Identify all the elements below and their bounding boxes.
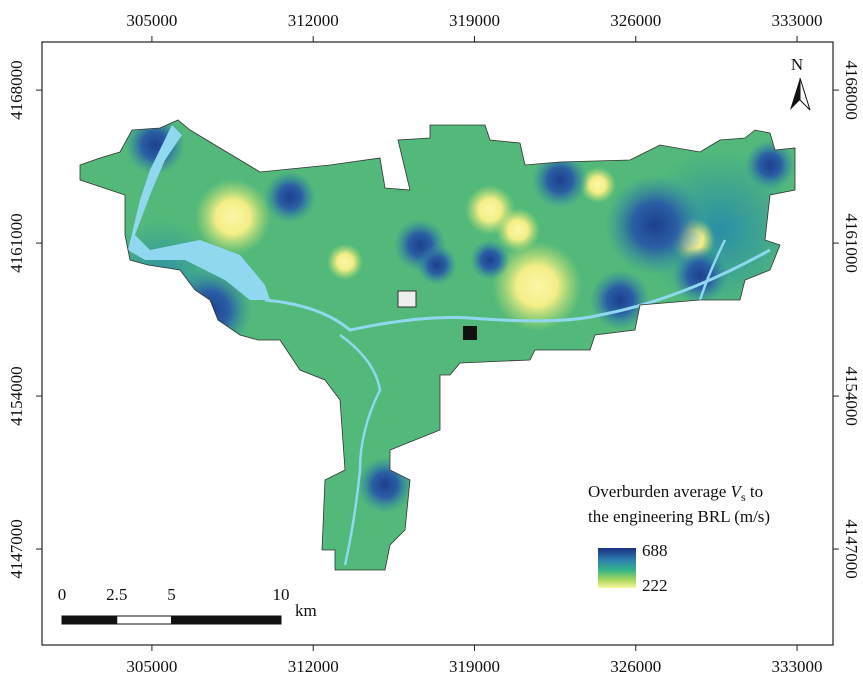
y-tick-label-left: 4168000 xyxy=(7,60,26,120)
legend-title-line2: the engineering BRL (m/s) xyxy=(588,507,770,526)
north-label: N xyxy=(791,55,803,74)
scale-label: 2.5 xyxy=(106,585,127,604)
legend-max: 688 xyxy=(642,541,668,560)
colorbar xyxy=(598,548,636,588)
legend-title-text: Overburden average xyxy=(588,482,731,501)
y-tick-label-left: 4154000 xyxy=(7,366,26,426)
x-tick-label-bottom: 326000 xyxy=(610,657,661,676)
x-tick-label-bottom: 333000 xyxy=(772,657,823,676)
x-tick-label-bottom: 312000 xyxy=(288,657,339,676)
x-tick-label-top: 319000 xyxy=(449,11,500,30)
scale-unit: km xyxy=(295,601,317,620)
legend-min: 222 xyxy=(642,576,668,595)
x-tick-label-bottom: 305000 xyxy=(126,657,177,676)
map-figure: N Overburden average Vs to the engineeri… xyxy=(0,0,863,686)
x-tick-label-bottom: 319000 xyxy=(449,657,500,676)
x-tick-label-top: 326000 xyxy=(610,11,661,30)
x-tick-label-top: 305000 xyxy=(126,11,177,30)
scale-segment xyxy=(172,616,282,624)
scale-label: 5 xyxy=(167,585,176,604)
y-tick-label-right: 4154000 xyxy=(842,366,861,426)
city-icon xyxy=(398,291,416,307)
y-tick-label-right: 4147000 xyxy=(842,519,861,579)
scale-segment xyxy=(62,616,117,624)
x-tick-label-top: 312000 xyxy=(288,11,339,30)
y-tick-label-right: 4168000 xyxy=(842,60,861,120)
y-tick-label-left: 4147000 xyxy=(7,519,26,579)
scale-segment xyxy=(117,616,172,624)
airport-icon xyxy=(463,326,477,340)
y-tick-label-right: 4161000 xyxy=(842,213,861,273)
legend-title: Overburden average Vs to xyxy=(588,482,763,504)
x-tick-label-top: 333000 xyxy=(772,11,823,30)
scale-label: 10 xyxy=(273,585,290,604)
y-tick-label-left: 4161000 xyxy=(7,213,26,273)
scale-label: 0 xyxy=(58,585,67,604)
legend-title-text: to xyxy=(746,482,763,501)
